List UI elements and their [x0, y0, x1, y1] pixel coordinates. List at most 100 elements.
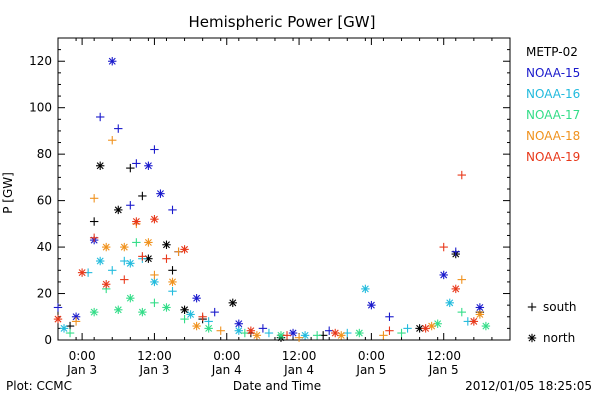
legend: METP-02 NOAA-15 NOAA-16 NOAA-17 NOAA-18 NOAA-…	[526, 45, 580, 345]
data-point	[246, 326, 256, 335]
data-point	[102, 242, 111, 252]
data-point	[162, 254, 171, 263]
data-point	[174, 247, 183, 256]
data-point	[162, 303, 171, 312]
x-axis-label: Date and Time	[233, 379, 321, 393]
data-point	[162, 240, 171, 249]
data-point	[132, 217, 141, 226]
x-tick-label: 0:00	[213, 349, 240, 363]
data-point	[331, 328, 340, 338]
data-point	[439, 270, 448, 280]
data-point	[403, 324, 412, 333]
data-point	[469, 317, 479, 326]
data-point	[457, 275, 466, 284]
legend-hemisphere-label: south	[543, 300, 577, 314]
data-point	[120, 242, 129, 252]
data-point	[240, 328, 250, 338]
data-point	[186, 310, 195, 319]
data-point	[89, 217, 99, 226]
data-point	[234, 326, 243, 335]
data-point	[89, 307, 99, 317]
plot-timestamp: 2012/01/05 18:25:05	[465, 379, 592, 393]
data-point	[216, 326, 225, 335]
data-point	[144, 161, 153, 170]
x-tick-label: 12:00	[426, 349, 461, 363]
plot-area-frame	[57, 37, 511, 341]
data-point	[325, 326, 334, 335]
data-point	[126, 293, 135, 303]
data-point	[168, 205, 177, 215]
data-point	[53, 314, 63, 324]
data-point	[379, 331, 388, 340]
data-point	[102, 280, 111, 289]
data-point	[120, 256, 129, 266]
data-point	[481, 321, 491, 331]
data-point	[180, 305, 189, 314]
data-point	[126, 259, 135, 268]
data-point	[95, 161, 105, 170]
data-point	[114, 205, 123, 215]
data-points	[53, 57, 491, 342]
data-point	[282, 331, 292, 340]
data-point	[77, 268, 87, 277]
y-tick-label: 60	[37, 194, 52, 208]
x-tick-label: 0:00	[69, 349, 96, 363]
data-point	[204, 324, 213, 333]
data-point	[312, 331, 322, 340]
data-point	[367, 300, 376, 310]
y-tick-label: 120	[29, 54, 52, 68]
data-point	[132, 238, 141, 247]
y-tick-label: 80	[37, 147, 52, 161]
data-point	[108, 57, 117, 66]
data-point	[120, 275, 129, 284]
x-tick-label: 12:00	[137, 349, 172, 363]
data-point	[95, 112, 105, 122]
data-point	[138, 307, 147, 317]
legend-marker-north	[527, 333, 537, 343]
data-point	[168, 287, 177, 296]
data-point	[288, 328, 298, 338]
data-point	[343, 328, 352, 338]
data-point	[108, 136, 117, 145]
data-point	[361, 284, 370, 294]
data-point	[355, 328, 364, 338]
data-point	[258, 324, 268, 333]
y-tick-label: 20	[37, 287, 52, 301]
y-axis-label: P [GW]	[1, 172, 15, 214]
data-point	[445, 298, 454, 308]
data-point	[168, 266, 177, 275]
legend-entry: NOAA-19	[526, 150, 580, 164]
x-tick-date: Jan 5	[355, 363, 386, 377]
data-point	[138, 252, 147, 261]
data-point	[180, 245, 189, 254]
data-point	[397, 328, 406, 338]
data-point	[132, 159, 141, 168]
legend-hemisphere-label: north	[543, 331, 575, 345]
data-point	[156, 189, 165, 198]
data-point	[457, 307, 466, 317]
data-point	[427, 321, 436, 331]
data-point	[457, 170, 466, 180]
data-point	[126, 163, 135, 173]
plot-credit: Plot: CCMC	[6, 379, 72, 393]
data-point	[294, 333, 304, 342]
x-tick-label: 0:00	[358, 349, 385, 363]
data-point	[144, 238, 153, 247]
legend-entry: NOAA-17	[526, 108, 580, 122]
data-point	[192, 321, 201, 331]
x-tick-date: Jan 5	[428, 363, 459, 377]
x-tick-date: Jan 4	[211, 363, 242, 377]
data-point	[89, 233, 99, 242]
y-tick-label: 100	[29, 101, 52, 115]
data-point	[95, 256, 105, 266]
legend-entry: NOAA-18	[526, 129, 580, 143]
data-point	[439, 242, 448, 252]
data-point	[126, 201, 135, 210]
data-point	[59, 324, 69, 333]
y-tick-label: 0	[44, 333, 52, 347]
x-tick-label: 12:00	[282, 349, 317, 363]
data-point	[264, 328, 274, 338]
data-point	[89, 194, 99, 203]
data-point	[451, 284, 460, 294]
